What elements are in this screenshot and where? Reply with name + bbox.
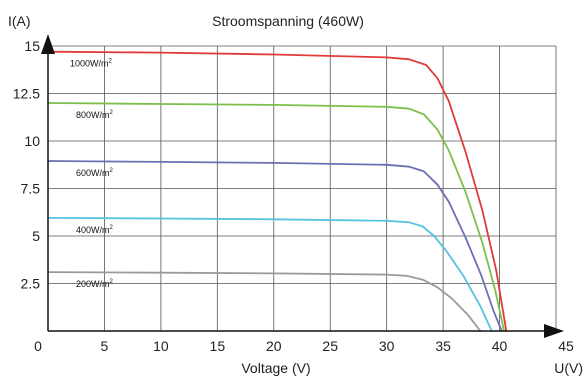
x-tick-label: 30 — [379, 338, 395, 354]
series-line-1 — [47, 50, 508, 332]
series-label-1: 1000W/m2 — [70, 59, 113, 69]
x-tick-label: 40 — [492, 338, 508, 354]
y-tick-label: 2.5 — [21, 276, 41, 292]
y-tick-label: 5 — [32, 228, 40, 244]
x-tick-label: 35 — [435, 338, 451, 354]
y-tick-label: 15 — [24, 38, 40, 54]
x-tick-label: 10 — [153, 338, 169, 354]
series-label-3: 600W/m2 — [76, 168, 114, 178]
y-tick-label: 7.5 — [21, 181, 41, 197]
y-tick-label: 12.5 — [13, 86, 40, 102]
grid — [48, 45, 557, 331]
x-tick-label: 20 — [266, 338, 282, 354]
series-line-2 — [47, 102, 505, 332]
chart-title: Stroomspanning (460W) — [212, 13, 364, 29]
x-tick-label: 15 — [210, 338, 226, 354]
series-labels: 1000W/m2 800W/m2 600W/m2 400W/m2 200W/m2 — [70, 59, 114, 289]
y-axis-label: I(A) — [8, 13, 31, 29]
series-lines — [47, 50, 508, 332]
x-axis-arrow-icon — [544, 324, 564, 338]
series-label-5: 200W/m2 — [76, 279, 114, 289]
tick-labels: 0 5 10 15 20 25 30 35 40 45 2.5 5 7.5 10 12.5 15 — [13, 38, 574, 354]
x-tick-label: 25 — [322, 338, 338, 354]
y-axis-arrow-icon — [41, 34, 55, 54]
y-tick-label: 10 — [24, 133, 40, 149]
x-axis-end-label: U(V) — [554, 360, 583, 376]
x-tick-label: 45 — [558, 338, 574, 354]
series-line-4 — [47, 217, 493, 332]
series-label-4: 400W/m2 — [76, 225, 114, 235]
x-tick-label: 5 — [101, 338, 109, 354]
series-line-3 — [47, 160, 503, 332]
axes — [41, 34, 564, 338]
x-axis-label: Voltage (V) — [241, 360, 310, 376]
x-tick-label: 0 — [34, 338, 42, 354]
series-label-2: 800W/m2 — [76, 110, 114, 120]
series-line-5 — [47, 271, 482, 332]
